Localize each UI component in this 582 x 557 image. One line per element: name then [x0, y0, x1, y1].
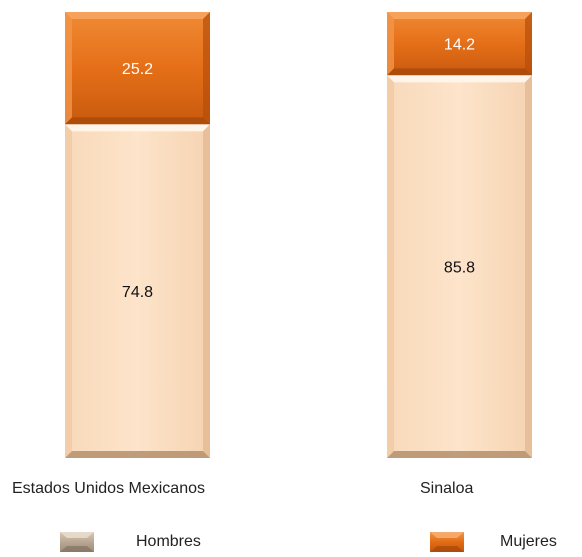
bars-layer: 25.2 74.8 14.2 85.8 [65, 12, 532, 458]
value-label-hombres-sinaloa: 85.8 [444, 260, 475, 277]
legend-item-mujeres: Mujeres [430, 532, 557, 552]
legend-label-mujeres: Mujeres [500, 533, 557, 550]
bar-hombres-sinaloa [387, 75, 532, 458]
legend-swatch-mujeres [430, 532, 464, 552]
legend-swatch-hombres [60, 532, 94, 552]
legend-label-hombres: Hombres [136, 533, 201, 550]
legend-item-hombres: Hombres [60, 532, 201, 552]
value-label-mujeres-sinaloa: 14.2 [444, 37, 475, 54]
bar-mujeres-sinaloa [387, 12, 532, 76]
category-label-sinaloa: Sinaloa [420, 480, 474, 497]
bar-mujeres-estados-unidos-mexicanos [65, 12, 210, 125]
bar-hombres-estados-unidos-mexicanos [65, 124, 210, 458]
value-label-mujeres-estados-unidos-mexicanos: 25.2 [122, 61, 153, 78]
category-label-estados-unidos-mexicanos: Estados Unidos Mexicanos [12, 480, 205, 497]
value-label-hombres-estados-unidos-mexicanos: 74.8 [122, 284, 153, 301]
